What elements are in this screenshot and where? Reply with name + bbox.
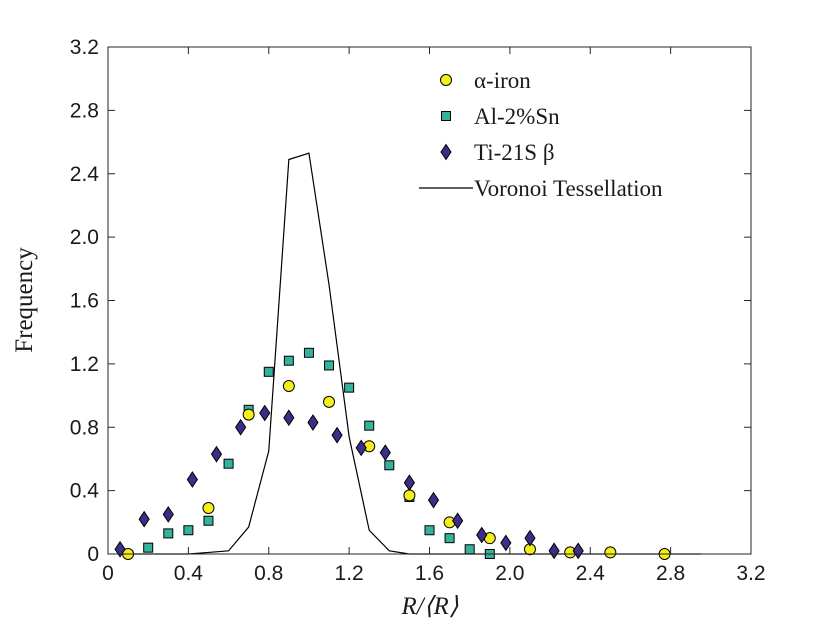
ti-21s-point [210,445,223,463]
iron-point [202,502,215,515]
legend: α-iron Al-2%Sn Ti-21S β Voronoi Tessellatio… [419,68,663,201]
al-2-sn-point [143,542,154,553]
ti-21s-point [186,471,198,488]
legend-circle-swatch [440,74,452,86]
legend-square-swatch [441,111,451,121]
ti-21s-point [452,512,464,530]
legend-label: Voronoi Tessellation [474,176,663,201]
al-2-sn-point [303,347,314,358]
al-2-sn-point [183,525,194,536]
al-2-sn-point [384,460,395,471]
y-tick-label: 1.2 [70,353,99,376]
x-tick-label: 0 [102,562,114,585]
plot-background [108,47,751,554]
iron-point [282,380,295,393]
al-2-sn-point [163,528,174,539]
al-2-sn-point [203,515,214,526]
y-tick-label: 2.0 [70,226,99,249]
ti-21s-point [379,444,391,462]
ti-21s-point [259,404,271,422]
y-tick-label: 3.2 [70,36,99,59]
ti-21s-point [548,542,560,560]
x-tick-label: 2.8 [656,562,685,585]
ti-21s-point [403,474,416,492]
ti-21s-point [524,529,536,547]
al-2-sn-point [223,458,234,469]
iron-point [323,395,336,408]
legend-label: Al-2%Sn [474,104,560,129]
y-tick-label: 0.8 [70,416,99,439]
y-axis-title: Frequency [11,247,38,353]
al-2-sn-point [263,366,274,377]
x-tick-label: 1.2 [335,562,364,585]
iron-point [604,546,617,559]
al-2-sn-point [424,525,435,536]
ti-21s-point [331,426,343,444]
y-tick-label: 1.6 [70,290,99,313]
x-tick-label: 1.6 [415,562,444,585]
legend-label: α-iron [474,68,531,93]
ti-21s-point [572,542,584,560]
x-tick-label: 3.2 [736,562,765,585]
y-tick-label: 0 [87,543,99,566]
legend-diamond-swatch [440,143,452,161]
al-2-sn-point [324,360,335,371]
al-2-sn-point [464,544,475,555]
y-tick-label: 2.4 [70,163,100,186]
y-tick-label: 0.4 [70,480,100,503]
ti-21s-point [307,414,319,431]
x-tick-label: 0.8 [254,562,283,585]
al-2-sn-point [444,533,455,544]
al-2-sn-point [344,382,355,393]
ti-21s-point [283,409,295,427]
y-tick-label: 2.8 [70,99,99,122]
al-2-sn-point [364,420,375,431]
ti-21s-point [476,526,488,544]
ti-21s-point [427,491,440,509]
x-tick-label: 0.4 [174,562,204,585]
ti-21s-point [500,534,512,552]
legend-label: Ti-21S β [474,140,555,165]
iron-point [403,489,416,502]
ti-21s-point [235,418,247,436]
x-axis-title: R/⟨R⟩ [401,593,459,620]
ti-21s-point [355,439,367,457]
iron-point [242,408,255,421]
ti-21s-point [114,540,126,558]
ti-21s-point [138,510,150,528]
plot-content [114,152,701,560]
al-2-sn-point [283,355,294,366]
axes: 0 0.4 0.8 1.2 1.6 2.0 2.4 2.8 3.2 0 0.4 0.8 1.2 1.6 2.… [70,36,766,585]
x-tick-label: 2.4 [576,562,606,585]
ti-21s-point [162,505,174,523]
x-tick-label: 2.0 [495,562,524,585]
